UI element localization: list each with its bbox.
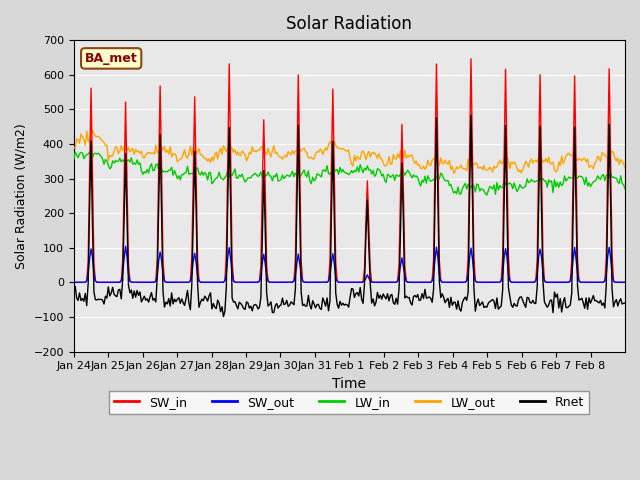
Legend: SW_in, SW_out, LW_in, LW_out, Rnet: SW_in, SW_out, LW_in, LW_out, Rnet: [109, 391, 589, 414]
Title: Solar Radiation: Solar Radiation: [287, 15, 412, 33]
Text: BA_met: BA_met: [85, 52, 138, 65]
X-axis label: Time: Time: [332, 377, 366, 391]
Y-axis label: Solar Radiation (W/m2): Solar Radiation (W/m2): [15, 123, 28, 269]
